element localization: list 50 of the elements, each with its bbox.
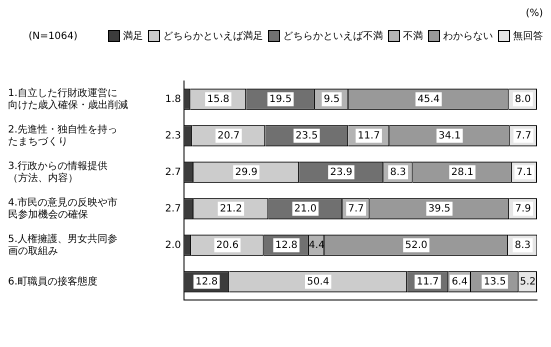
y-tick-label: 2.先進性・独自性を持ったまちづくり: [8, 123, 118, 148]
data-label: 4.4: [308, 240, 325, 251]
legend-label: 無回答: [513, 30, 543, 43]
y-tick-label: 6.町職員の接客態度: [8, 275, 98, 288]
y-tick-label: 1.自立した行財政運営に向けた歳入確保・歳出削減: [8, 86, 128, 111]
data-label: 15.8: [207, 94, 230, 105]
data-label: 7.7: [348, 203, 364, 214]
data-label: 8.0: [514, 94, 531, 105]
legend-label: どちらかといえば満足: [163, 30, 263, 43]
data-label: 7.1: [516, 166, 532, 178]
data-label: 21.0: [294, 203, 317, 214]
y-tick-label: 3.行政からの情報提供（方法、内容）: [8, 160, 108, 184]
data-label: 23.5: [296, 130, 318, 142]
data-label: 34.1: [438, 130, 461, 142]
data-label: 2.7: [165, 203, 181, 214]
data-label: 20.6: [216, 240, 239, 251]
data-label: 23.9: [330, 166, 352, 178]
text: (%): [524, 8, 543, 21]
data-label: 5.2: [520, 276, 536, 288]
data-label: 12.8: [195, 276, 218, 288]
data-label: 2.0: [165, 240, 181, 251]
legend-label: 満足: [123, 30, 143, 43]
data-label: 8.3: [514, 240, 531, 251]
data-label: 7.9: [515, 203, 532, 214]
data-label: 20.7: [218, 130, 240, 142]
y-tick-label: 4.市民の意見の反映や市民参加機会の確保: [8, 196, 118, 220]
data-label: 8.3: [390, 166, 406, 178]
data-label: 12.8: [275, 240, 298, 251]
data-label: 52.0: [405, 240, 428, 251]
data-label: 45.4: [417, 94, 440, 105]
data-label: 9.5: [324, 94, 340, 105]
data-label: 11.7: [358, 130, 380, 142]
data-label: 2.3: [165, 130, 181, 142]
legend-label: どちらかといえば不満: [283, 30, 383, 43]
data-label: 21.2: [220, 203, 242, 214]
data-label: 50.4: [307, 276, 330, 288]
data-label: 11.7: [416, 276, 439, 288]
legend-label: 不満: [403, 30, 423, 43]
data-label: 1.8: [165, 94, 181, 105]
data-label: 7.7: [515, 130, 532, 142]
legend-label: わからない: [443, 30, 493, 43]
data-label: 28.1: [451, 166, 474, 178]
data-label: 19.5: [269, 94, 292, 105]
data-label: 29.9: [235, 166, 258, 178]
data-label: 13.5: [484, 276, 506, 288]
y-tick-label: 5.人権擁護、男女共同参画の取組み: [8, 232, 118, 257]
text: (N=1064): [27, 30, 79, 42]
data-label: 39.5: [428, 203, 451, 214]
data-label: 2.7: [165, 166, 181, 178]
data-label: 6.4: [452, 276, 468, 288]
